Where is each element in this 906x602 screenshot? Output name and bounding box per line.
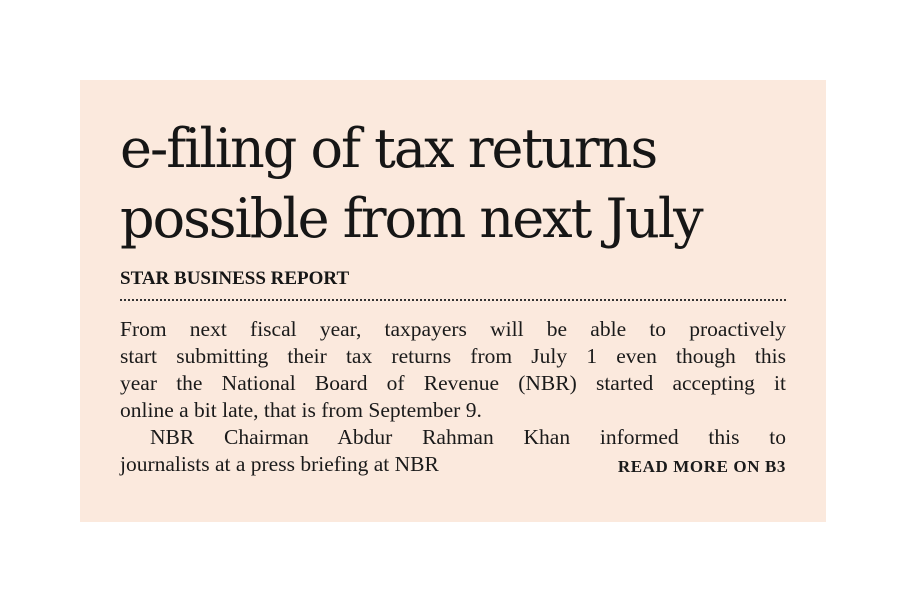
byline: STAR BUSINESS REPORT (120, 268, 350, 289)
paragraph-1-line: year the National Board of Revenue (NBR)… (120, 371, 786, 395)
paragraph-2-last-row: journalists at a press briefing at NBR R… (120, 451, 786, 478)
paragraph-1-line: online a bit late, that is from Septembe… (120, 398, 482, 422)
headline-line-1: e-filing of tax returns (120, 117, 658, 180)
paragraph-2: NBR Chairman Abdur Rahman Khan informed … (120, 424, 786, 478)
paragraph-1-line: start submitting their tax returns from … (120, 344, 786, 368)
headline-line-2: possible from next July (120, 187, 704, 250)
paragraph-1: From next fiscal year, taxpayers will be… (120, 316, 786, 424)
paragraph-1-line: From next fiscal year, taxpayers will be… (120, 317, 786, 341)
dotted-divider (120, 299, 786, 301)
paragraph-2-line: NBR Chairman Abdur Rahman Khan informed … (150, 425, 786, 449)
headline: e-filing of tax returns possible from ne… (120, 114, 800, 254)
paragraph-2-line: journalists at a press briefing at NBR (120, 452, 439, 476)
article-body: From next fiscal year, taxpayers will be… (120, 316, 786, 478)
read-more-link[interactable]: READ MORE ON B3 (617, 457, 786, 476)
news-clipping: e-filing of tax returns possible from ne… (80, 80, 826, 522)
